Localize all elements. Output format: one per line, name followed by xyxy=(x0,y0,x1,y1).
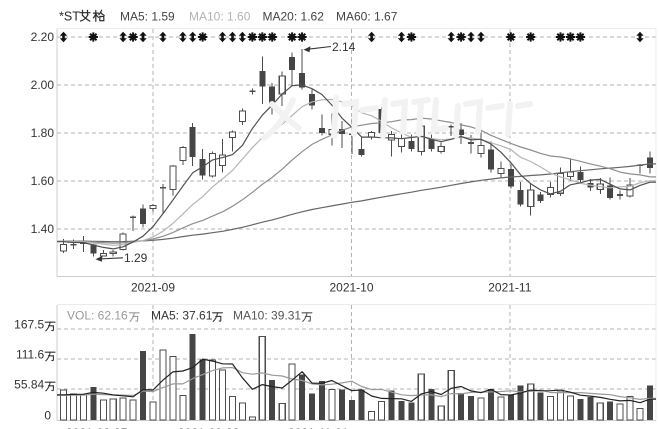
svg-text:2021-11: 2021-11 xyxy=(488,281,531,295)
svg-text:2.20: 2.20 xyxy=(31,30,55,44)
svg-text:55.84: 55.84 xyxy=(14,378,44,392)
svg-text:2021-11-01: 2021-11-01 xyxy=(288,426,349,429)
svg-text:MA5: 37.61: MA5: 37.61 xyxy=(151,309,213,323)
svg-text:1.80: 1.80 xyxy=(31,126,55,140)
svg-text:1.40: 1.40 xyxy=(31,222,55,236)
svg-text:2021-10: 2021-10 xyxy=(329,281,373,295)
svg-text:*ST: *ST xyxy=(59,10,80,24)
svg-text:MA10: 39.31: MA10: 39.31 xyxy=(233,309,301,323)
svg-text:2021-08-27: 2021-08-27 xyxy=(66,426,128,429)
svg-text:111.6: 111.6 xyxy=(16,348,45,362)
svg-text:0: 0 xyxy=(44,409,51,423)
svg-text:2.00: 2.00 xyxy=(31,78,55,92)
svg-text:MA20: 1.62: MA20: 1.62 xyxy=(263,10,325,24)
svg-text:MA60: 1.67: MA60: 1.67 xyxy=(336,10,398,24)
svg-text:2021-09: 2021-09 xyxy=(131,281,175,295)
svg-text:2.14: 2.14 xyxy=(332,40,356,54)
svg-text:1.29: 1.29 xyxy=(124,251,148,265)
svg-text:2021-09-28: 2021-09-28 xyxy=(178,426,240,429)
svg-text:1.60: 1.60 xyxy=(31,174,55,188)
svg-text:167.5: 167.5 xyxy=(14,318,44,332)
svg-text:MA5: 1.59: MA5: 1.59 xyxy=(120,10,175,24)
svg-text:MA10: 1.60: MA10: 1.60 xyxy=(189,10,251,24)
svg-text:VOL: 62.16: VOL: 62.16 xyxy=(67,309,128,323)
